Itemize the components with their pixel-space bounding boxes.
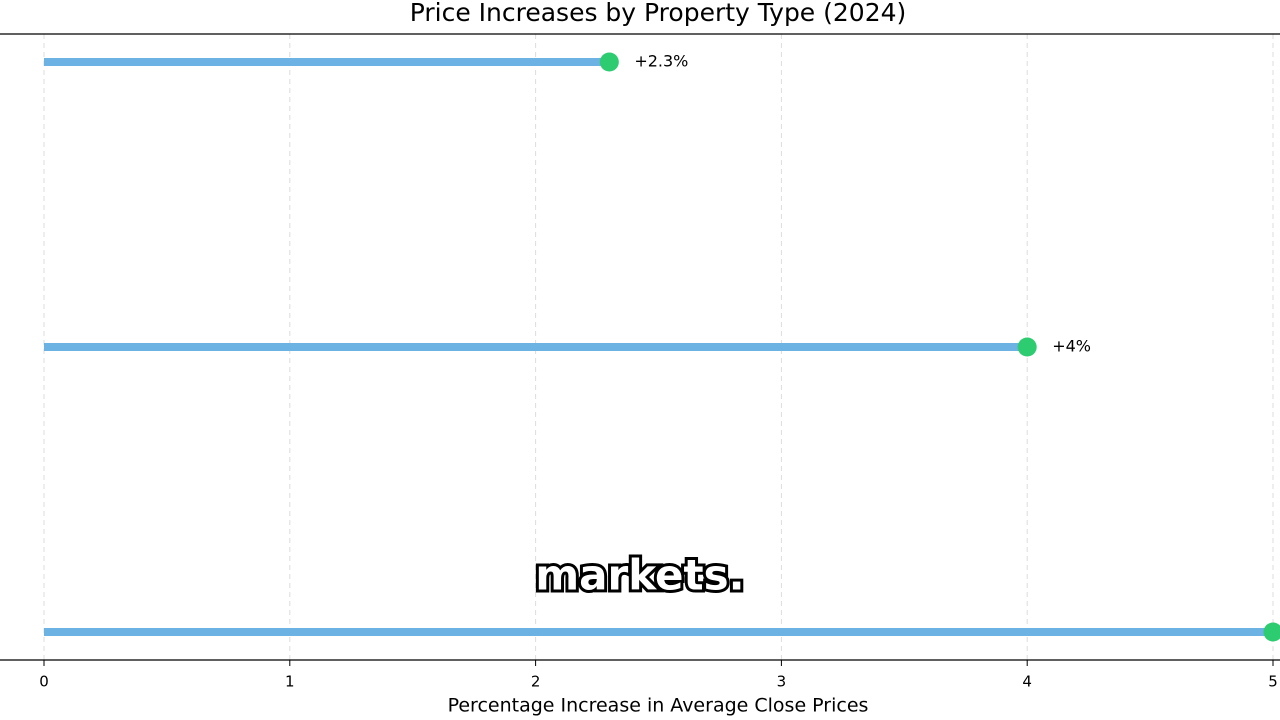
x-tick-label: 5 <box>1268 673 1278 691</box>
x-tick-label: 1 <box>285 673 295 691</box>
lollipop-dot <box>1263 622 1280 642</box>
x-tick-label: 2 <box>531 673 541 691</box>
x-tick-label: 0 <box>39 673 49 691</box>
value-label: +2.3% <box>634 52 688 71</box>
x-axis-label: Percentage Increase in Average Close Pri… <box>448 695 869 717</box>
x-tick-label: 3 <box>777 673 787 691</box>
lollipop-dot <box>599 52 619 72</box>
value-label: +4% <box>1052 337 1091 356</box>
lollipop-dot <box>1017 337 1037 357</box>
plot-area: 0 1 2 3 4 5 +2.3% +4% <box>39 34 1280 691</box>
video-caption: markets. <box>535 551 744 600</box>
x-tick-label: 4 <box>1022 673 1032 691</box>
chart-title: Price Increases by Property Type (2024) <box>410 0 907 27</box>
